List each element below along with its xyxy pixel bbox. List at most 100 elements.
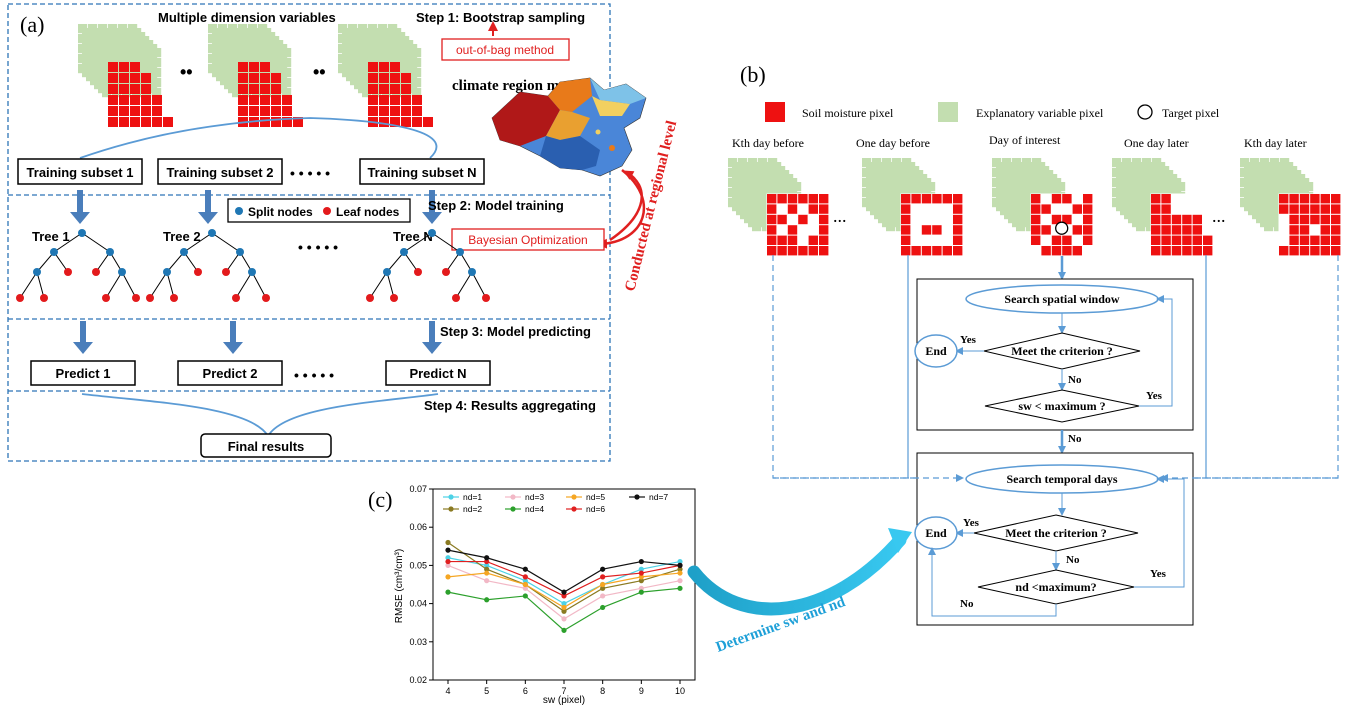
day-label-one-before: One day before <box>856 136 930 150</box>
explanatory-legend-marker <box>938 102 958 122</box>
data-point <box>484 555 490 561</box>
leaf-node <box>482 294 490 302</box>
final-results-label: Final results <box>228 439 305 454</box>
leaf-node <box>452 294 460 302</box>
data-point <box>484 570 490 576</box>
data-point <box>484 566 490 572</box>
data-point <box>484 597 490 603</box>
target-pixel-legend-marker <box>1137 104 1153 120</box>
legend-label: nd=1 <box>463 492 482 502</box>
step4-label: Step 4: Results aggregating <box>424 398 596 413</box>
x-tick-label: 8 <box>600 686 605 696</box>
rmse-chart: 0.02 0.03 0.04 0.05 0.06 0.07 4 5 6 7 8 9 10 nd=1 nd=2… <box>409 484 685 696</box>
y-tick-label: 0.06 <box>409 522 427 532</box>
y-tick-label: 0.02 <box>409 675 427 685</box>
split-node <box>78 229 86 237</box>
series-line <box>447 549 681 593</box>
legend-label: nd=2 <box>463 504 482 514</box>
data-point <box>638 566 644 572</box>
yes-label-3: Yes <box>963 517 980 529</box>
leaf-node <box>146 294 154 302</box>
end-label-2: End <box>925 526 947 540</box>
regional-curved-arrow <box>597 169 646 249</box>
leaf-node <box>414 268 422 276</box>
predict-2-label: Predict 2 <box>203 366 258 381</box>
flow-arrow-head <box>422 342 442 354</box>
split-node <box>208 229 216 237</box>
split-node-legend-marker <box>235 207 243 215</box>
data-point <box>638 570 644 576</box>
data-point <box>445 558 451 565</box>
arrow-nd-to-end <box>928 547 1057 617</box>
subset-bracket <box>79 117 438 159</box>
soil-moisture-legend-marker <box>765 102 785 122</box>
predict-2 <box>177 360 283 386</box>
x-tick-label: 6 <box>523 686 528 696</box>
legend-marker <box>634 494 640 500</box>
step1-label: Step 1: Bootstrap sampling <box>416 10 585 25</box>
data-point <box>445 562 451 569</box>
determine-arrow-shaft <box>687 533 907 616</box>
split-node <box>468 268 476 276</box>
data-point <box>522 593 528 599</box>
data-point <box>484 558 490 565</box>
legend-marker <box>448 494 454 500</box>
search-spatial-label: Search spatial window <box>1004 292 1119 306</box>
training-subset-1 <box>17 158 143 185</box>
split-node <box>456 248 464 256</box>
legend-marker <box>510 506 516 512</box>
leaf-node-legend-marker <box>323 207 331 215</box>
legend-label: nd=6 <box>586 504 605 514</box>
no-label-2: No <box>1068 433 1082 445</box>
x-tick-label: 4 <box>445 686 450 696</box>
leaf-node <box>132 294 140 302</box>
ellipsis-subsets: • • • • • <box>290 165 330 181</box>
leaf-node <box>262 294 270 302</box>
x-tick-label: 7 <box>561 686 566 696</box>
tree-n-label: Tree N <box>393 229 433 244</box>
regional-curved-arrow-back <box>609 170 643 242</box>
day-label-interest: Day of interest <box>989 133 1061 147</box>
day-label-kth-later: Kth day later <box>1244 136 1307 150</box>
sw-maximum-diamond <box>984 389 1140 423</box>
data-point <box>445 539 451 546</box>
soil-moisture-day-grid <box>1030 193 1094 257</box>
ellipsis-1: •• <box>180 62 193 82</box>
data-point <box>484 562 490 569</box>
bayes-box <box>451 228 605 251</box>
tree-2-label: Tree 2 <box>163 229 201 244</box>
y-tick-label: 0.03 <box>409 637 427 647</box>
leaf-node <box>194 268 202 276</box>
split-node <box>118 268 126 276</box>
leaf-node-legend-label: Leaf nodes <box>336 205 400 219</box>
aggregate-bracket <box>81 393 439 438</box>
leaf-node <box>232 294 240 302</box>
nd-maximum-label: nd <maximum? <box>1015 580 1096 594</box>
thick-arrows <box>70 190 442 354</box>
split-node <box>400 248 408 256</box>
predict-n <box>385 360 491 386</box>
data-point <box>600 593 606 599</box>
training-subset-2 <box>157 158 283 185</box>
training-subset-n-label: Training subset N <box>367 165 476 180</box>
decision-tree <box>16 229 140 302</box>
x-tick-label: 10 <box>675 686 685 696</box>
oob-box <box>441 38 570 61</box>
leaf-node <box>16 294 24 302</box>
ellipsis-predicts: • • • • • <box>294 367 334 383</box>
soil-moisture-day-grid <box>1150 193 1214 257</box>
end-label-1: End <box>925 344 947 358</box>
split-node <box>236 248 244 256</box>
determine-arrow-head <box>888 528 912 553</box>
soil-moisture-grid <box>108 62 173 127</box>
leaf-node <box>40 294 48 302</box>
soil-moisture-day-grid <box>900 193 964 257</box>
tree-1-label: Tree 1 <box>32 229 70 244</box>
yes-label-2: Yes <box>1146 390 1163 402</box>
data-point <box>445 574 451 580</box>
ellipsis-trees: • • • • • <box>298 239 338 255</box>
leaf-node <box>222 268 230 276</box>
split-node <box>106 248 114 256</box>
y-tick-label: 0.05 <box>409 560 427 570</box>
x-tick-label: 5 <box>484 686 489 696</box>
